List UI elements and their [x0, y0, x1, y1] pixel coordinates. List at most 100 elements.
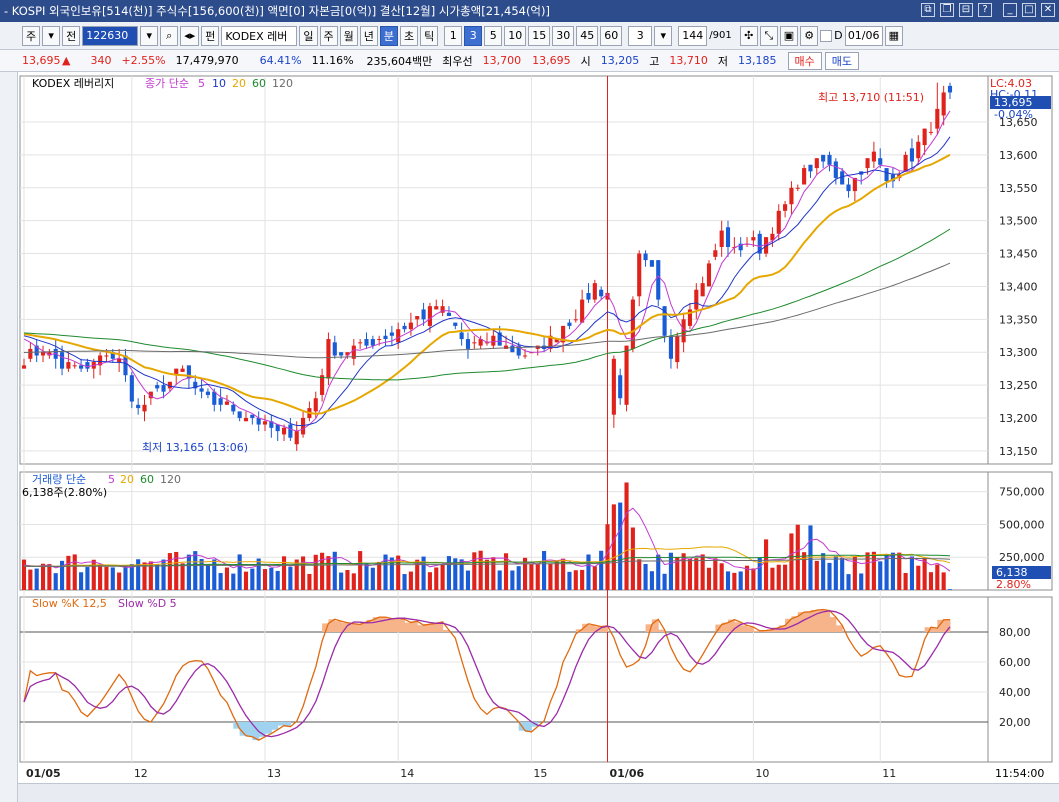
count-dropdown-icon[interactable]: ▾ — [654, 25, 673, 46]
volume-bar — [725, 571, 731, 590]
volume-bar — [599, 550, 604, 590]
maximize-icon[interactable]: □ — [1022, 3, 1036, 17]
candle-body — [402, 325, 407, 330]
high-label: 고 — [649, 54, 660, 68]
sell-button[interactable]: 매도 — [824, 51, 860, 70]
buy-button[interactable]: 매수 — [787, 51, 822, 70]
interval-10-button[interactable]: 10 — [504, 25, 527, 46]
bar-count-input[interactable]: 144 — [678, 25, 708, 46]
candle-body — [700, 283, 705, 297]
volume-bar — [269, 567, 274, 590]
candle-body — [301, 417, 306, 435]
chart-scrollbar[interactable] — [18, 783, 1059, 802]
overbought-fill — [360, 622, 367, 632]
volume-bar — [814, 560, 819, 590]
high-price: 13,710 — [669, 54, 708, 67]
period-day-button[interactable]: 일 — [299, 25, 318, 46]
minimize-icon[interactable]: _ — [1003, 3, 1017, 17]
candle-body — [370, 339, 375, 346]
period-minute-button[interactable]: 분 — [379, 25, 399, 46]
candle-body — [833, 161, 838, 178]
volume-bar — [630, 527, 635, 590]
price-type-button[interactable]: 전 — [62, 25, 81, 46]
overbought-fill — [601, 625, 609, 632]
close-icon[interactable]: ✕ — [1041, 3, 1055, 17]
overbought-fill — [588, 625, 596, 632]
interval-15-button[interactable]: 15 — [528, 25, 551, 46]
link-icon[interactable]: ⊟ — [959, 3, 973, 17]
ma120-line — [23, 262, 951, 359]
volume-bar — [446, 556, 452, 590]
copy-icon[interactable]: ❐ — [940, 3, 954, 17]
time-tick-label: 01/05 — [26, 767, 61, 780]
price-tick-label: 13,250 — [999, 379, 1038, 392]
period-second-button[interactable]: 초 — [400, 25, 419, 46]
market-type-select[interactable]: 주 — [22, 25, 41, 46]
volume-bar — [668, 552, 673, 590]
restore-icon[interactable]: ⧉ — [921, 3, 935, 17]
calendar-icon[interactable]: ▦ — [884, 25, 904, 46]
volume-bar — [243, 571, 249, 590]
volume-bar — [764, 539, 769, 590]
interval-5-button[interactable]: 5 — [484, 25, 503, 46]
candle-body — [377, 339, 382, 341]
date-input[interactable]: 01/06 — [844, 25, 883, 46]
candle-body — [687, 309, 693, 326]
help-icon[interactable]: ? — [978, 3, 992, 17]
price-tick-label: 13,550 — [999, 182, 1038, 195]
interval-30-button[interactable]: 30 — [552, 25, 575, 46]
ma10-line — [23, 136, 951, 426]
candle-body — [85, 362, 90, 369]
volume-bar — [605, 524, 610, 590]
interval-1-button[interactable]: 1 — [444, 25, 463, 46]
candle-body — [770, 233, 775, 241]
code-dropdown-icon[interactable]: ▾ — [140, 25, 159, 46]
volume-bar — [662, 573, 667, 590]
period-week-button[interactable]: 주 — [319, 25, 338, 46]
volume-bar — [40, 563, 46, 590]
open-label: 시 — [580, 54, 591, 68]
period-month-button[interactable]: 월 — [339, 25, 358, 46]
candle-body — [224, 401, 230, 405]
interval-60-button[interactable]: 60 — [600, 25, 623, 46]
chart-canvas[interactable]: 13,650 13,600 13,550 13,500 13,450 13,400 13,3… — [0, 72, 1059, 783]
search-icon[interactable]: ⌕ — [160, 25, 179, 46]
panel-frame-0 — [19, 75, 989, 465]
vol-ma120-line — [23, 558, 951, 567]
interval-3-button[interactable]: 3 — [464, 25, 483, 46]
period-year-button[interactable]: 년 — [359, 25, 378, 46]
price-tick-label: 13,350 — [999, 313, 1038, 326]
settings-icon[interactable]: ⚙ — [800, 25, 819, 46]
time-tick-label: 10 — [755, 767, 769, 780]
speaker-icon[interactable]: ◂▸ — [180, 25, 200, 46]
save-icon[interactable]: ▣ — [779, 25, 799, 46]
price-tick-label: 13,150 — [999, 445, 1038, 458]
fund-button[interactable]: 펀 — [201, 25, 220, 46]
volume-bar — [389, 557, 394, 590]
stock-code-input[interactable]: 122630 — [82, 25, 139, 46]
volume-bar — [516, 566, 521, 590]
date-checkbox[interactable] — [820, 29, 833, 42]
volume-bar — [288, 567, 293, 590]
candle-body — [231, 404, 236, 412]
volume-bar — [846, 574, 851, 590]
volume-bar — [732, 572, 737, 590]
ma-period-120: 120 — [272, 77, 293, 90]
candle-body — [21, 365, 27, 369]
interval-45-button[interactable]: 45 — [576, 25, 599, 46]
overbought-fill — [410, 621, 418, 632]
crosshair-icon[interactable]: ✣ — [739, 25, 758, 46]
draw-tool-icon[interactable]: ⤡ — [759, 25, 778, 46]
period-tick-button[interactable]: 틱 — [420, 25, 439, 46]
candle-body — [294, 431, 299, 445]
dropdown-arrow-icon[interactable]: ▾ — [42, 25, 61, 46]
volume-bar — [491, 557, 496, 590]
low-price: 13,185 — [738, 54, 777, 67]
interval-count-select[interactable]: 3 — [628, 25, 653, 46]
volume-bar — [123, 565, 128, 590]
candle-body — [66, 362, 71, 369]
lc-label: LC:4.03 — [990, 77, 1032, 90]
candle-body — [573, 319, 578, 321]
candle-body — [637, 253, 642, 297]
price-tick-label: 13,450 — [999, 248, 1038, 261]
